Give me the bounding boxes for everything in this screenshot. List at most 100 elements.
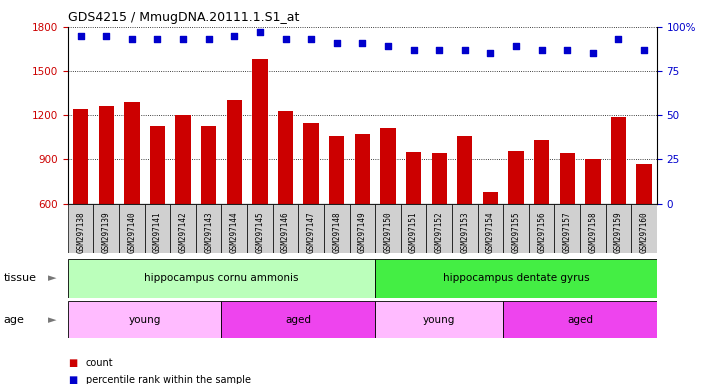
Point xyxy=(152,36,164,42)
Text: GSM297143: GSM297143 xyxy=(204,211,213,253)
Bar xyxy=(226,101,242,204)
Point xyxy=(485,50,496,56)
Text: young: young xyxy=(423,314,456,325)
Text: GSM297152: GSM297152 xyxy=(435,211,443,253)
Text: GSM297154: GSM297154 xyxy=(486,211,495,253)
Bar xyxy=(478,204,503,253)
Bar xyxy=(431,154,447,204)
Text: GSM297158: GSM297158 xyxy=(588,211,598,253)
Text: aged: aged xyxy=(567,314,593,325)
Point xyxy=(331,40,343,46)
Bar xyxy=(585,159,600,204)
Text: age: age xyxy=(4,314,24,325)
Text: GSM297141: GSM297141 xyxy=(153,211,162,253)
Bar xyxy=(483,192,498,204)
Point xyxy=(228,33,240,39)
Bar xyxy=(150,126,165,204)
Bar xyxy=(99,106,114,204)
Bar xyxy=(406,152,421,204)
Point xyxy=(561,47,573,53)
Bar xyxy=(119,204,145,253)
Bar xyxy=(329,136,344,204)
Bar xyxy=(221,204,247,253)
Text: GSM297151: GSM297151 xyxy=(409,211,418,253)
Bar xyxy=(273,204,298,253)
Bar xyxy=(508,151,523,204)
Bar xyxy=(534,140,549,204)
Bar xyxy=(375,301,503,338)
Bar xyxy=(170,204,196,253)
Bar xyxy=(401,204,426,253)
Text: GSM297144: GSM297144 xyxy=(230,211,238,253)
Text: young: young xyxy=(129,314,161,325)
Text: GSM297155: GSM297155 xyxy=(511,211,521,253)
Bar xyxy=(503,204,529,253)
Text: ►: ► xyxy=(48,273,56,283)
Text: ►: ► xyxy=(48,314,56,325)
Bar xyxy=(68,204,94,253)
Bar xyxy=(68,301,221,338)
Bar xyxy=(350,204,375,253)
Point xyxy=(75,33,86,39)
Point xyxy=(433,47,445,53)
Bar xyxy=(636,164,652,204)
Bar xyxy=(452,204,478,253)
Point xyxy=(536,47,548,53)
Bar xyxy=(426,204,452,253)
Bar xyxy=(196,204,221,253)
Bar xyxy=(503,301,657,338)
Point xyxy=(382,43,393,50)
Text: GSM297138: GSM297138 xyxy=(76,211,85,253)
Text: GSM297145: GSM297145 xyxy=(256,211,264,253)
Bar xyxy=(247,204,273,253)
Text: GSM297160: GSM297160 xyxy=(640,211,648,253)
Text: hippocampus dentate gyrus: hippocampus dentate gyrus xyxy=(443,273,589,283)
Bar xyxy=(529,204,555,253)
Bar xyxy=(375,259,657,298)
Text: percentile rank within the sample: percentile rank within the sample xyxy=(86,375,251,384)
Point xyxy=(203,36,214,42)
Text: GSM297150: GSM297150 xyxy=(383,211,393,253)
Text: GSM297147: GSM297147 xyxy=(306,211,316,253)
Text: ■: ■ xyxy=(68,375,77,384)
Bar xyxy=(355,134,370,204)
Point xyxy=(587,50,598,56)
Bar xyxy=(560,154,575,204)
Text: GSM297148: GSM297148 xyxy=(332,211,341,253)
Bar xyxy=(176,115,191,204)
Bar xyxy=(375,204,401,253)
Point xyxy=(638,47,650,53)
Text: GSM297142: GSM297142 xyxy=(178,211,188,253)
Bar xyxy=(94,204,119,253)
Bar xyxy=(201,126,216,204)
Text: GSM297139: GSM297139 xyxy=(102,211,111,253)
Point xyxy=(511,43,522,50)
Point xyxy=(306,36,317,42)
Text: GSM297149: GSM297149 xyxy=(358,211,367,253)
Text: aged: aged xyxy=(286,314,311,325)
Text: GDS4215 / MmugDNA.20111.1.S1_at: GDS4215 / MmugDNA.20111.1.S1_at xyxy=(68,11,299,24)
Bar xyxy=(303,122,319,204)
Text: count: count xyxy=(86,358,114,368)
Point xyxy=(459,47,471,53)
Bar xyxy=(68,259,375,298)
Text: GSM297157: GSM297157 xyxy=(563,211,572,253)
Text: hippocampus cornu ammonis: hippocampus cornu ammonis xyxy=(144,273,298,283)
Bar xyxy=(278,111,293,204)
Bar xyxy=(252,59,268,204)
Text: ■: ■ xyxy=(68,358,77,368)
Bar xyxy=(580,204,605,253)
Point xyxy=(177,36,188,42)
Point xyxy=(613,36,624,42)
Point xyxy=(101,33,112,39)
Bar xyxy=(324,204,350,253)
Bar xyxy=(457,136,473,204)
Bar xyxy=(555,204,580,253)
Point xyxy=(254,29,266,35)
Bar xyxy=(73,109,89,204)
Point xyxy=(408,47,419,53)
Bar xyxy=(145,204,170,253)
Bar xyxy=(381,128,396,204)
Bar xyxy=(221,301,375,338)
Text: GSM297159: GSM297159 xyxy=(614,211,623,253)
